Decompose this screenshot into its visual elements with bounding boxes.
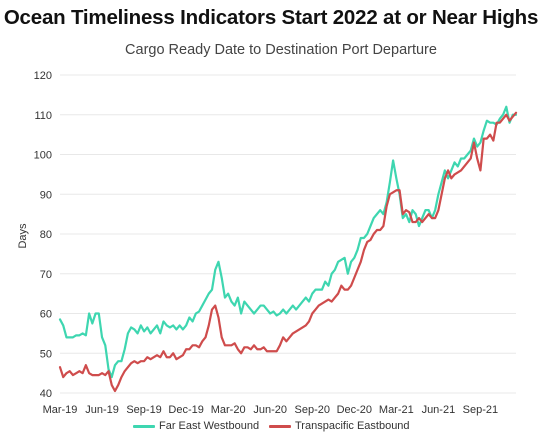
gridlines <box>60 74 516 394</box>
y-tick-label: 50 <box>40 348 52 360</box>
legend-label-series-1: Far East Westbound <box>159 420 260 432</box>
legend-item-series-2: Transpacific Eastbound <box>269 420 410 432</box>
legend-swatch-series-1 <box>133 424 155 428</box>
y-tick-label: 70 <box>40 269 52 281</box>
x-tick-label: Sep-21 <box>463 404 498 416</box>
legend: Far East Westbound Transpacific Eastboun… <box>0 420 542 436</box>
x-tick-label: Sep-20 <box>295 404 330 416</box>
x-tick-label: Jun-19 <box>85 404 119 416</box>
x-tick-label: Dec-20 <box>337 404 372 416</box>
y-axis-label: Days <box>17 223 29 249</box>
legend-item-series-1: Far East Westbound <box>133 420 259 432</box>
series-line-2 <box>58 111 518 393</box>
x-axis-ticks: Mar-19 Jun-19 Sep-19 Dec-19 Mar-20 Jun-20 Sep-… <box>43 404 499 416</box>
y-tick-label: 100 <box>34 150 52 162</box>
y-tick-label: 60 <box>40 309 52 321</box>
x-tick-label: Mar-19 <box>43 404 78 416</box>
y-tick-label: 90 <box>40 189 52 201</box>
chart-subtitle: Cargo Ready Date to Destination Port Dep… <box>125 42 437 58</box>
legend-label-series-2: Transpacific Eastbound <box>295 420 410 432</box>
x-tick-label: Jun-21 <box>422 404 456 416</box>
x-tick-label: Mar-21 <box>379 404 414 416</box>
x-tick-label: Sep-19 <box>126 404 161 416</box>
y-tick-label: 80 <box>40 229 52 241</box>
series-lines <box>58 105 518 393</box>
chart-title: Ocean Timeliness Indicators Start 2022 a… <box>3 6 539 29</box>
x-tick-label: Jun-20 <box>253 404 287 416</box>
series-line-1 <box>58 105 518 379</box>
legend-swatch-series-2 <box>269 424 291 428</box>
y-tick-label: 120 <box>34 70 52 82</box>
x-tick-label: Dec-19 <box>168 404 203 416</box>
y-axis-ticks: 40 50 60 70 80 90 100 110 120 <box>34 70 52 400</box>
y-tick-label: 110 <box>34 110 52 122</box>
x-tick-label: Mar-20 <box>211 404 246 416</box>
y-tick-label: 40 <box>40 388 52 400</box>
